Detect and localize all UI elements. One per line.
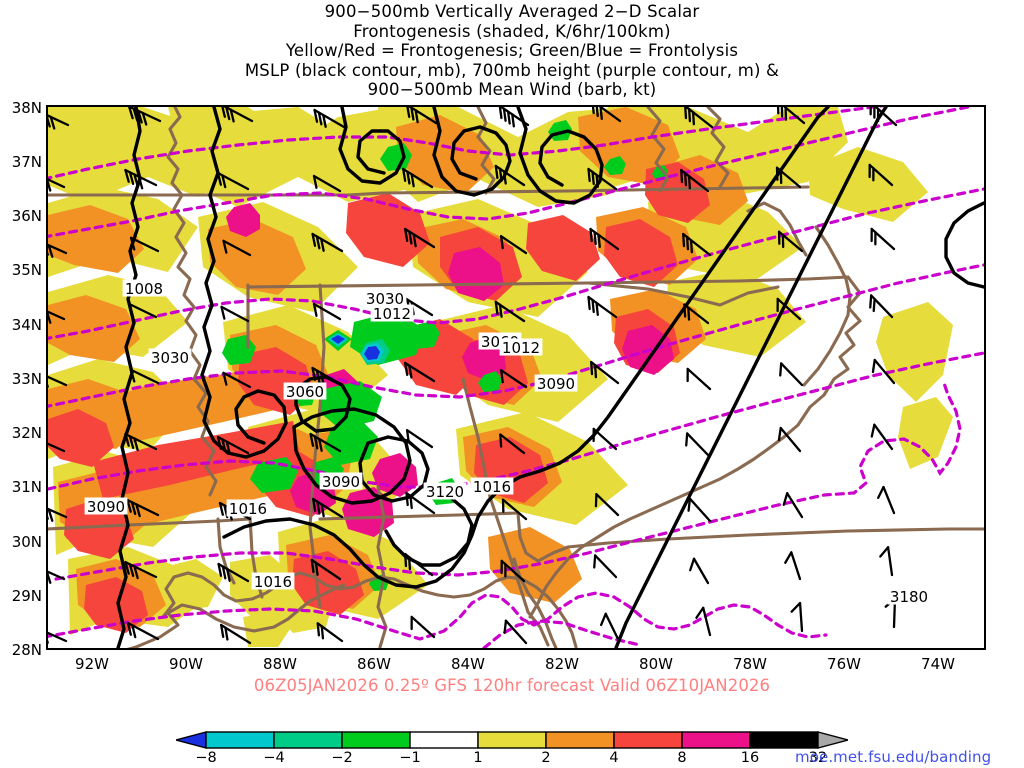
svg-text:1012: 1012 — [502, 339, 540, 357]
contour-label-hgt: 3090 — [534, 374, 578, 393]
y-tick-32N: 32N — [11, 424, 42, 442]
svg-text:3180: 3180 — [890, 588, 928, 606]
colorbar-tick: −4 — [263, 750, 285, 766]
title-line-4: MSLP (black contour, mb), 700mb height (… — [244, 60, 780, 80]
colorbar-tick: 16 — [740, 750, 760, 766]
svg-text:1008: 1008 — [125, 280, 163, 298]
svg-text:1016: 1016 — [473, 478, 511, 496]
colorbar-band[interactable] — [681, 731, 751, 749]
colorbar-arrow-low — [176, 731, 207, 749]
svg-text:3030: 3030 — [366, 290, 404, 308]
contour-label-hgt: 3090 — [319, 472, 363, 491]
colorbar-tick: 8 — [677, 750, 687, 766]
svg-text:3090: 3090 — [87, 498, 125, 516]
frontolysis-bullseye — [324, 330, 352, 351]
y-tick-34N: 34N — [11, 316, 42, 334]
source-watermark: moe.met.fsu.edu/banding — [795, 748, 992, 766]
colorbar-tick: 32 — [808, 750, 828, 766]
colorbar-band[interactable] — [545, 731, 615, 749]
colorbar-band[interactable] — [613, 731, 683, 749]
colorbar-band[interactable] — [409, 731, 479, 749]
y-tick-31N: 31N — [11, 478, 42, 496]
contour-label-hgt: 3030 — [148, 348, 192, 367]
colorbar-band[interactable] — [205, 731, 275, 749]
colorbar-band[interactable] — [477, 731, 547, 749]
colorbar-band[interactable] — [749, 731, 819, 749]
contour-label-hgt: 3120 — [423, 482, 467, 501]
colorbar-tick-labels: −8 −4 −2 −1 1 2 4 8 16 32 — [0, 750, 1024, 768]
colorbar[interactable] — [176, 729, 848, 751]
x-tick-92W: 92W — [75, 655, 109, 673]
x-tick-74W: 74W — [921, 655, 955, 673]
contour-label-hgt: 3060 — [283, 382, 327, 401]
colorbar-tick: 2 — [541, 750, 551, 766]
svg-text:3090: 3090 — [322, 473, 360, 491]
x-tick-76W: 76W — [827, 655, 861, 673]
y-tick-29N: 29N — [11, 587, 42, 605]
contour-label-hgt: 3090 — [84, 497, 128, 516]
y-tick-38N: 38N — [11, 99, 42, 117]
colorbar-tick: 1 — [473, 750, 483, 766]
x-tick-80W: 80W — [639, 655, 673, 673]
colorbar-tick: −2 — [331, 750, 353, 766]
svg-text:1012: 1012 — [373, 305, 411, 323]
svg-text:3060: 3060 — [286, 383, 324, 401]
x-tick-78W: 78W — [733, 655, 767, 673]
map-plot-area[interactable]: 1008303030301012306030601012309030903090… — [46, 105, 986, 650]
svg-text:3030: 3030 — [151, 349, 189, 367]
colorbar-tick: 4 — [609, 750, 619, 766]
wind-barbs — [48, 107, 898, 645]
frontogenesis-shading — [48, 107, 953, 647]
contour-label-hgt: 3030 — [363, 289, 407, 308]
title-line-1: 900−500mb Vertically Averaged 2−D Scalar — [324, 2, 700, 21]
colorbar-band[interactable] — [341, 731, 411, 749]
contour-label-mslp: 1016 — [470, 477, 514, 496]
colorbar-arrow-high — [817, 731, 848, 749]
contour-label-mslp: 1012 — [370, 304, 414, 323]
y-tick-37N: 37N — [11, 153, 42, 171]
x-tick-90W: 90W — [169, 655, 203, 673]
colorbar-tick: −1 — [399, 750, 421, 766]
title-line-5: 900−500mb Mean Wind (barb, kt) — [367, 80, 657, 99]
x-tick-88W: 88W — [263, 655, 297, 673]
contour-label-mslp: 1016 — [226, 499, 270, 518]
colorbar-band[interactable] — [273, 731, 343, 749]
y-tick-30N: 30N — [11, 533, 42, 551]
y-tick-35N: 35N — [11, 261, 42, 279]
svg-text:3090: 3090 — [537, 375, 575, 393]
y-tick-36N: 36N — [11, 207, 42, 225]
contour-label-mslp: 1012 — [499, 338, 543, 357]
frontolysis-core — [360, 339, 390, 365]
contour-label-hgt: 3180 — [887, 587, 931, 606]
svg-text:1016: 1016 — [254, 573, 292, 591]
x-tick-84W: 84W — [451, 655, 485, 673]
y-tick-33N: 33N — [11, 370, 42, 388]
title-line-3: Yellow/Red = Frontogenesis; Green/Blue =… — [285, 41, 739, 60]
y-tick-28N: 28N — [11, 641, 42, 659]
svg-text:1016: 1016 — [229, 500, 267, 518]
x-tick-82W: 82W — [545, 655, 579, 673]
colorbar-tick: −8 — [195, 750, 217, 766]
x-tick-86W: 86W — [357, 655, 391, 673]
forecast-caption: 06Z05JAN2026 0.25º GFS 120hr forecast Va… — [253, 676, 771, 695]
contour-label-mslp: 1016 — [251, 572, 295, 591]
frontogenesis-map: 1008303030301012306030601012309030903090… — [48, 107, 984, 648]
contour-label-mslp: 1008 — [122, 279, 166, 298]
svg-text:3120: 3120 — [426, 483, 464, 501]
chart-title-block: 900−500mb Vertically Averaged 2−D Scalar… — [0, 2, 1024, 100]
contour-label-group: 1008303030301012306030601012309030903090… — [84, 279, 931, 606]
title-line-2: Frontogenesis (shaded, K/6hr/100km) — [353, 21, 671, 41]
